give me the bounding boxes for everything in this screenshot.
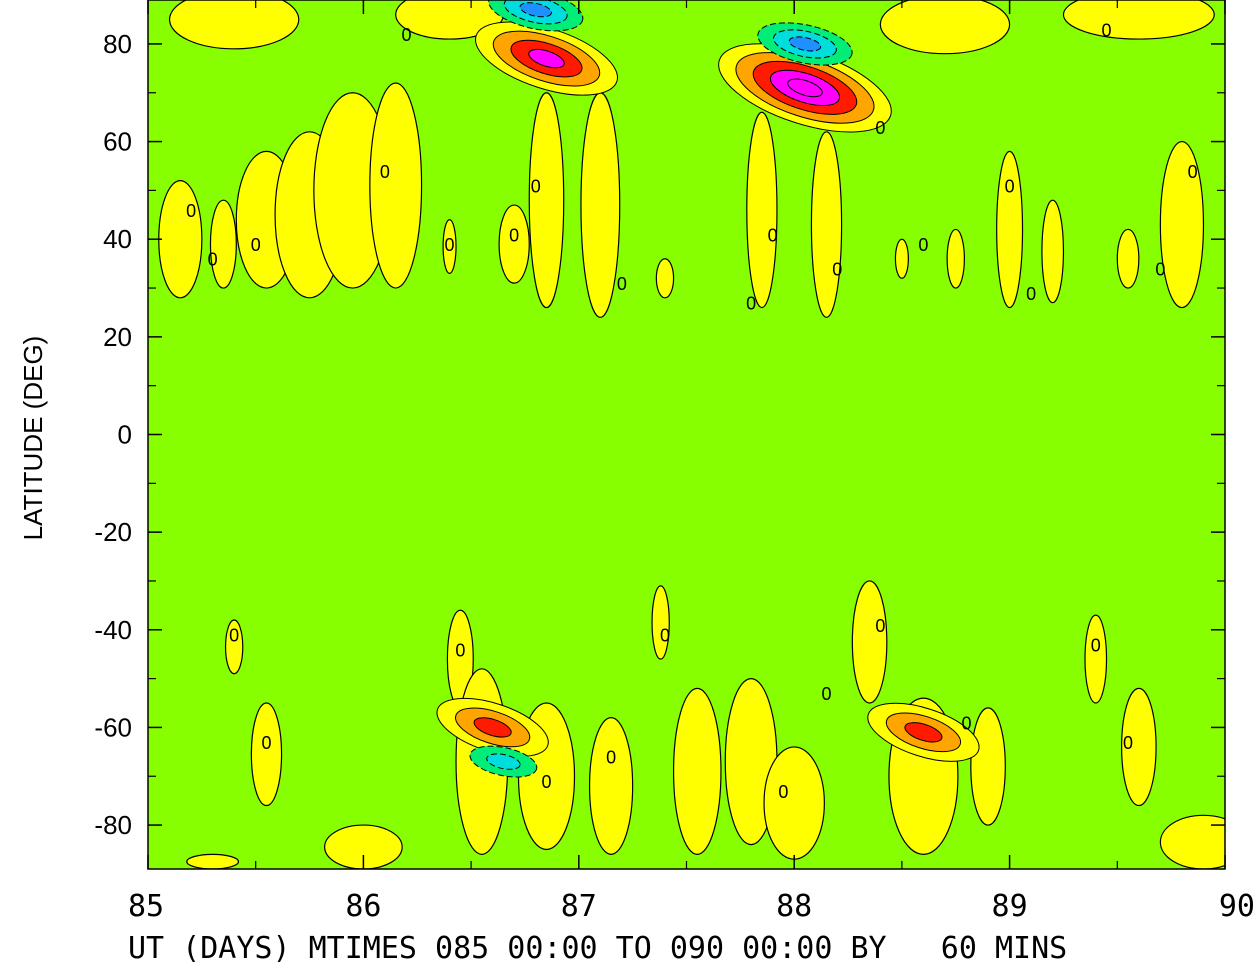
contour-label: 0 — [1188, 162, 1198, 182]
contour-label: 0 — [617, 274, 627, 294]
zero-contour-band — [158, 180, 203, 299]
contour-label: 0 — [778, 782, 788, 802]
contour-label: 0 — [768, 225, 778, 245]
zero-contour-band — [186, 853, 240, 869]
zero-contour-band — [894, 238, 909, 279]
contour-label: 0 — [401, 25, 411, 45]
contour-label: 0 — [1123, 733, 1133, 753]
x-axis-label: UT (DAYS) MTIMES 085 00:00 TO 090 00:00 … — [128, 931, 1067, 966]
zero-contour-band — [746, 111, 778, 309]
contour-label: 0 — [186, 201, 196, 221]
zero-contour-band — [672, 687, 722, 855]
negative-feature-ring — [486, 753, 521, 770]
y-tick-label: 20 — [103, 322, 132, 352]
x-axis-ticks: 85 86 87 88 89 90 — [128, 0, 1255, 924]
contour-label: 0 — [531, 177, 541, 197]
y-axis-ticks: 80 60 40 20 0 -20 -40 -60 -80 — [94, 29, 1225, 840]
zero-contour-band — [851, 580, 888, 704]
contour-label: 0 — [208, 250, 218, 270]
contour-label: 0 — [875, 616, 885, 636]
contour-label: 0 — [380, 162, 390, 182]
zero-contour-band — [655, 258, 675, 299]
zero-contour-band — [369, 82, 423, 289]
x-tick-label: 90 — [1219, 889, 1255, 924]
contour-zero-labels: 0 0 0 0 0 0 0 0 0 0 0 0 0 0 0 0 0 0 0 0 0 0 0 0 0 0 0 0 0 0 0 — [186, 20, 1198, 802]
contour-label: 0 — [1102, 20, 1112, 40]
zero-contour-band — [970, 707, 1006, 826]
y-tick-label: 0 — [118, 420, 132, 450]
y-axis-label: LATITUDE (DEG) — [18, 336, 48, 541]
contour-label: 0 — [455, 640, 465, 660]
zero-contour-band — [1159, 140, 1205, 309]
contour-label: 0 — [541, 772, 551, 792]
zero-contour-band — [1041, 199, 1065, 304]
contour-label: 0 — [822, 684, 832, 704]
zero-contour-band — [996, 150, 1024, 309]
contour-label: 0 — [1155, 260, 1165, 280]
positive-feature-ring — [528, 48, 565, 69]
contour-label: 0 — [918, 235, 928, 255]
zero-contour-band — [651, 585, 670, 660]
zero-contour-band — [1121, 687, 1157, 807]
contour-label: 0 — [261, 733, 271, 753]
positive-feature-ring — [473, 717, 512, 738]
zero-contour-band — [209, 199, 237, 289]
y-tick-label: 80 — [103, 29, 132, 59]
negative-feature-ring — [519, 2, 552, 18]
y-tick-label: -60 — [94, 712, 132, 742]
x-tick-label: 88 — [776, 889, 812, 924]
zero-contour-band — [1084, 614, 1108, 704]
x-tick-label: 89 — [992, 889, 1028, 924]
zero-contour-band — [224, 619, 244, 675]
zero-contour-band — [168, 0, 300, 50]
contour-label: 0 — [1091, 635, 1101, 655]
contour-label: 0 — [445, 235, 455, 255]
zero-contour-band — [588, 717, 634, 855]
x-tick-label: 87 — [561, 889, 597, 924]
contour-label: 0 — [875, 118, 885, 138]
negative-feature-ring — [788, 36, 822, 52]
contour-label: 0 — [746, 294, 756, 314]
zero-contour-band — [580, 92, 621, 318]
zero-contour-band — [810, 131, 843, 318]
zero-contour-band — [1062, 0, 1215, 40]
x-tick-label: 86 — [345, 889, 381, 924]
y-tick-label: 40 — [103, 224, 132, 254]
contour-features — [158, 0, 1225, 869]
zero-contour-band — [946, 228, 965, 289]
zero-contour-band — [528, 92, 565, 309]
zero-contour-band — [498, 204, 530, 284]
y-tick-label: -80 — [94, 810, 132, 840]
zero-contour-band — [879, 0, 1011, 55]
y-tick-label: -20 — [94, 517, 132, 547]
y-tick-label: -40 — [94, 615, 132, 645]
zero-contour-band — [1159, 814, 1225, 869]
y-tick-label: 60 — [103, 127, 132, 157]
zero-contour-band — [763, 746, 825, 860]
contour-label: 0 — [229, 626, 239, 646]
zero-contour-band — [250, 702, 283, 807]
contour-label: 0 — [606, 748, 616, 768]
contour-label: 0 — [660, 626, 670, 646]
contour-label: 0 — [251, 235, 261, 255]
contour-label: 0 — [962, 714, 972, 734]
contour-label: 0 — [832, 260, 842, 280]
contour-label: 0 — [509, 225, 519, 245]
positive-feature-ring — [904, 722, 943, 743]
zero-contour-band — [442, 219, 457, 274]
x-tick-label: 85 — [128, 889, 164, 924]
positive-feature-ring — [787, 78, 823, 98]
zero-contour-band — [1116, 228, 1140, 289]
contour-label: 0 — [1005, 177, 1015, 197]
contour-label: 0 — [1026, 284, 1036, 304]
